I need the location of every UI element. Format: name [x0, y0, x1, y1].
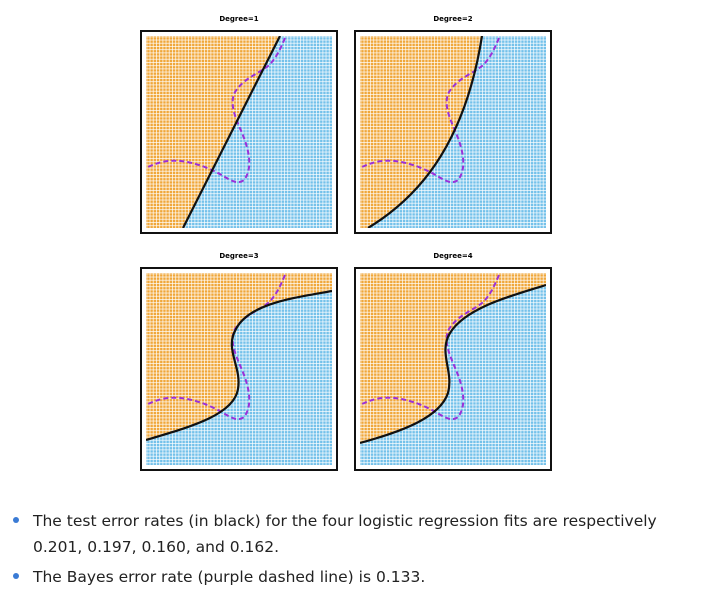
panel-title: Degree=4 [433, 252, 472, 260]
panel [354, 30, 552, 234]
panel-title: Degree=2 [433, 15, 472, 23]
panel-title: Degree=3 [219, 252, 258, 260]
panel [140, 267, 338, 471]
figure: Degree=1 Degree=2 Degree=3 Degree=4 [140, 15, 552, 471]
panel [140, 30, 338, 234]
panel [354, 267, 552, 471]
bullet: The Bayes error rate (purple dashed line… [10, 564, 690, 590]
bullet: The test error rates (in black) for the … [10, 508, 690, 560]
bullet-list: The test error rates (in black) for the … [10, 508, 690, 594]
panel-title: Degree=1 [219, 15, 258, 23]
